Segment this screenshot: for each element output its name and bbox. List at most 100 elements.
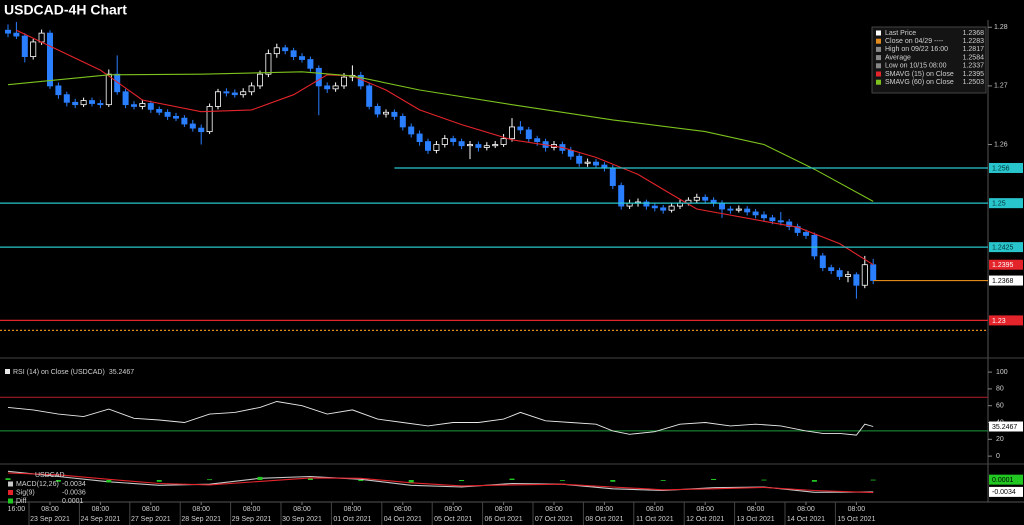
- candle-body: [702, 196, 709, 201]
- legend-label: Average: [885, 54, 911, 61]
- legend-label: High on 09/22 16:00: [885, 46, 948, 53]
- level-label: 1.2425: [992, 244, 1014, 251]
- candle-body: [811, 235, 818, 257]
- x-tick-label: 08:00: [92, 506, 110, 513]
- histogram-bar: [307, 478, 313, 480]
- candle-body: [500, 138, 507, 145]
- candle-body: [576, 155, 583, 164]
- y-tick-label: 60: [996, 403, 1004, 410]
- candle-body: [374, 106, 381, 115]
- legend-value: 0.0001: [62, 498, 84, 505]
- panel-title: USDCAD: [35, 472, 65, 479]
- x-tick-label: 08:00: [293, 506, 311, 513]
- candle-body: [223, 91, 230, 94]
- candle-body: [63, 94, 70, 103]
- candle-body: [181, 117, 188, 125]
- candle-body: [240, 91, 247, 96]
- candle-body: [525, 129, 532, 140]
- moving-average-line: [16, 29, 874, 266]
- level-box: [989, 315, 1023, 326]
- legend-label: Last Price: [885, 30, 916, 37]
- x-tick-label: 08:00: [394, 506, 412, 513]
- candle-body: [164, 111, 171, 117]
- x-tick-label: 08:00: [545, 506, 563, 513]
- y-tick-label: 80: [996, 386, 1004, 393]
- legend-label: MACD(12,26): [16, 481, 59, 488]
- date-label: 13 Oct 2021: [737, 516, 775, 523]
- candle-body: [836, 270, 843, 277]
- legend-marker: [876, 38, 881, 44]
- candle-body: [298, 56, 305, 60]
- y-tick-label: 100: [996, 369, 1008, 376]
- candle-body: [424, 141, 431, 151]
- date-label: 07 Oct 2021: [535, 516, 573, 523]
- x-tick-label: 08:00: [495, 506, 513, 513]
- candle-body: [744, 208, 751, 213]
- x-tick-label: 08:00: [848, 506, 866, 513]
- histogram-bar: [106, 480, 112, 483]
- candle-body: [189, 123, 196, 129]
- candle-body: [433, 144, 440, 151]
- y-tick-label: 1.27: [994, 83, 1008, 90]
- legend-label: Low on 10/15 08:00: [885, 63, 947, 70]
- legend-marker: [876, 46, 881, 52]
- candle-body: [861, 264, 868, 286]
- candle-body: [290, 50, 297, 57]
- candle-body: [408, 126, 415, 135]
- legend-value: 1.2283: [963, 38, 985, 45]
- legend-value: 1.2395: [963, 71, 985, 78]
- date-label: 14 Oct 2021: [787, 516, 825, 523]
- candle-body: [256, 73, 263, 87]
- candle-body: [870, 264, 877, 281]
- candle-body: [794, 226, 801, 233]
- date-label: 05 Oct 2021: [434, 516, 472, 523]
- candle-body: [114, 73, 121, 93]
- legend-value: 1.2368: [963, 30, 985, 37]
- date-label: 24 Sep 2021: [81, 516, 121, 523]
- candle-body: [273, 47, 280, 55]
- series-last-label: 1.2395: [992, 262, 1014, 269]
- candle-body: [172, 115, 179, 119]
- x-tick-label: 08:00: [696, 506, 714, 513]
- legend-marker: [8, 498, 13, 504]
- x-tick-label: 08:00: [41, 506, 59, 513]
- rsi-last-label: 35.2467: [992, 424, 1017, 431]
- candle-body: [30, 41, 37, 57]
- candle-body: [719, 202, 726, 210]
- candle-body: [845, 274, 852, 277]
- candle-body: [105, 73, 112, 106]
- macd-last-box: [989, 474, 1023, 485]
- x-tick-label: 08:00: [142, 506, 160, 513]
- candle-body: [584, 161, 591, 164]
- histogram-bar: [870, 479, 876, 481]
- legend-value: 1.2337: [963, 63, 985, 70]
- candle-body: [89, 100, 96, 104]
- candle-body: [198, 127, 205, 133]
- histogram-bar: [5, 478, 11, 480]
- candle-body: [517, 126, 524, 131]
- candle-body: [122, 91, 129, 106]
- macd-last-label: -0.0034: [992, 489, 1016, 496]
- legend-value: -0.0036: [62, 489, 86, 496]
- candle-body: [466, 144, 473, 147]
- chart-title: USDCAD-4H Chart: [4, 2, 127, 18]
- x-tick-label: 08:00: [243, 506, 261, 513]
- candle-body: [307, 59, 314, 69]
- x-tick-label: 08:00: [344, 506, 362, 513]
- candle-body: [483, 145, 490, 148]
- candle-body: [769, 217, 776, 222]
- histogram-bar: [459, 480, 465, 482]
- candle-body: [139, 103, 146, 107]
- legend-marker: [8, 481, 13, 487]
- y-tick-label: 1.28: [994, 24, 1008, 31]
- rsi-last-box: [989, 421, 1023, 432]
- candle-body: [458, 141, 465, 147]
- histogram-bar: [408, 480, 414, 483]
- legend-box: [871, 26, 987, 94]
- candle-body: [828, 267, 835, 271]
- candle-body: [248, 85, 255, 93]
- histogram-bar: [711, 478, 717, 480]
- macd-line: [7, 470, 874, 493]
- candle-body: [97, 103, 104, 106]
